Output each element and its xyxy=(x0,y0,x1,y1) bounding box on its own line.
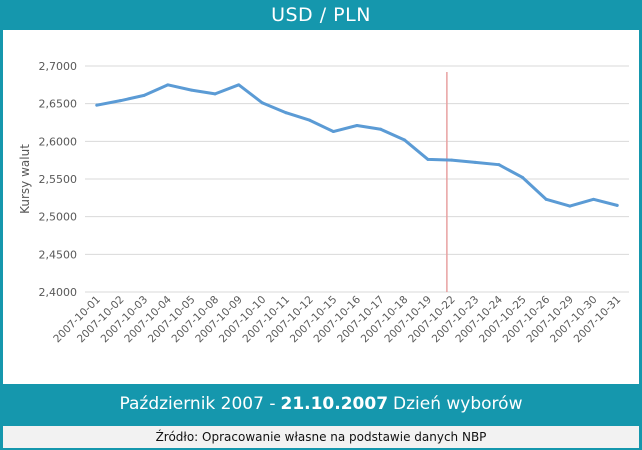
data-point xyxy=(379,127,383,131)
data-point xyxy=(260,101,264,105)
y-tick-label: 2,6000 xyxy=(39,135,78,148)
data-point xyxy=(308,118,312,122)
data-point xyxy=(426,157,430,161)
data-point xyxy=(473,160,477,164)
data-point xyxy=(284,111,288,115)
data-point xyxy=(615,203,619,207)
data-point xyxy=(237,83,241,87)
data-point xyxy=(521,175,525,179)
election-date: 21.10.2007 xyxy=(280,394,389,414)
data-point xyxy=(189,88,193,92)
series-line xyxy=(95,83,619,208)
data-point xyxy=(402,138,406,142)
data-point xyxy=(355,124,359,128)
y-tick-label: 2,4000 xyxy=(39,286,78,299)
y-tick-label: 2,7000 xyxy=(39,60,78,73)
caption: Październik 2007 - 21.10.2007 Dzień wybo… xyxy=(0,384,642,424)
data-point xyxy=(544,197,548,201)
y-tick-label: 2,6500 xyxy=(39,98,78,111)
data-point xyxy=(331,130,335,134)
data-point xyxy=(213,92,217,96)
data-point xyxy=(118,99,122,103)
data-point xyxy=(142,93,146,97)
data-point xyxy=(450,158,454,162)
plot-panel: 2,4000 2,4500 2,5000 2,5500 2,6000 2,6500 2,70… xyxy=(3,30,639,384)
data-point xyxy=(166,83,170,87)
caption-prefix: Październik 2007 - xyxy=(119,394,276,414)
y-axis-label: Kursy walut xyxy=(18,144,32,214)
line-chart: 2,4000 2,4500 2,5000 2,5500 2,6000 2,6500 2,70… xyxy=(18,60,629,345)
y-tick-label: 2,5000 xyxy=(39,211,78,224)
data-point xyxy=(592,197,596,201)
caption-suffix: Dzień wyborów xyxy=(393,394,523,414)
chart-title: USD / PLN xyxy=(271,4,371,26)
source-note: Źródło: Opracowanie własne na podstawie … xyxy=(3,426,639,448)
data-point xyxy=(95,103,99,107)
y-tick-label: 2,4500 xyxy=(39,248,78,261)
data-point xyxy=(497,163,501,167)
data-point xyxy=(568,204,572,208)
y-tick-label: 2,5500 xyxy=(39,173,78,186)
